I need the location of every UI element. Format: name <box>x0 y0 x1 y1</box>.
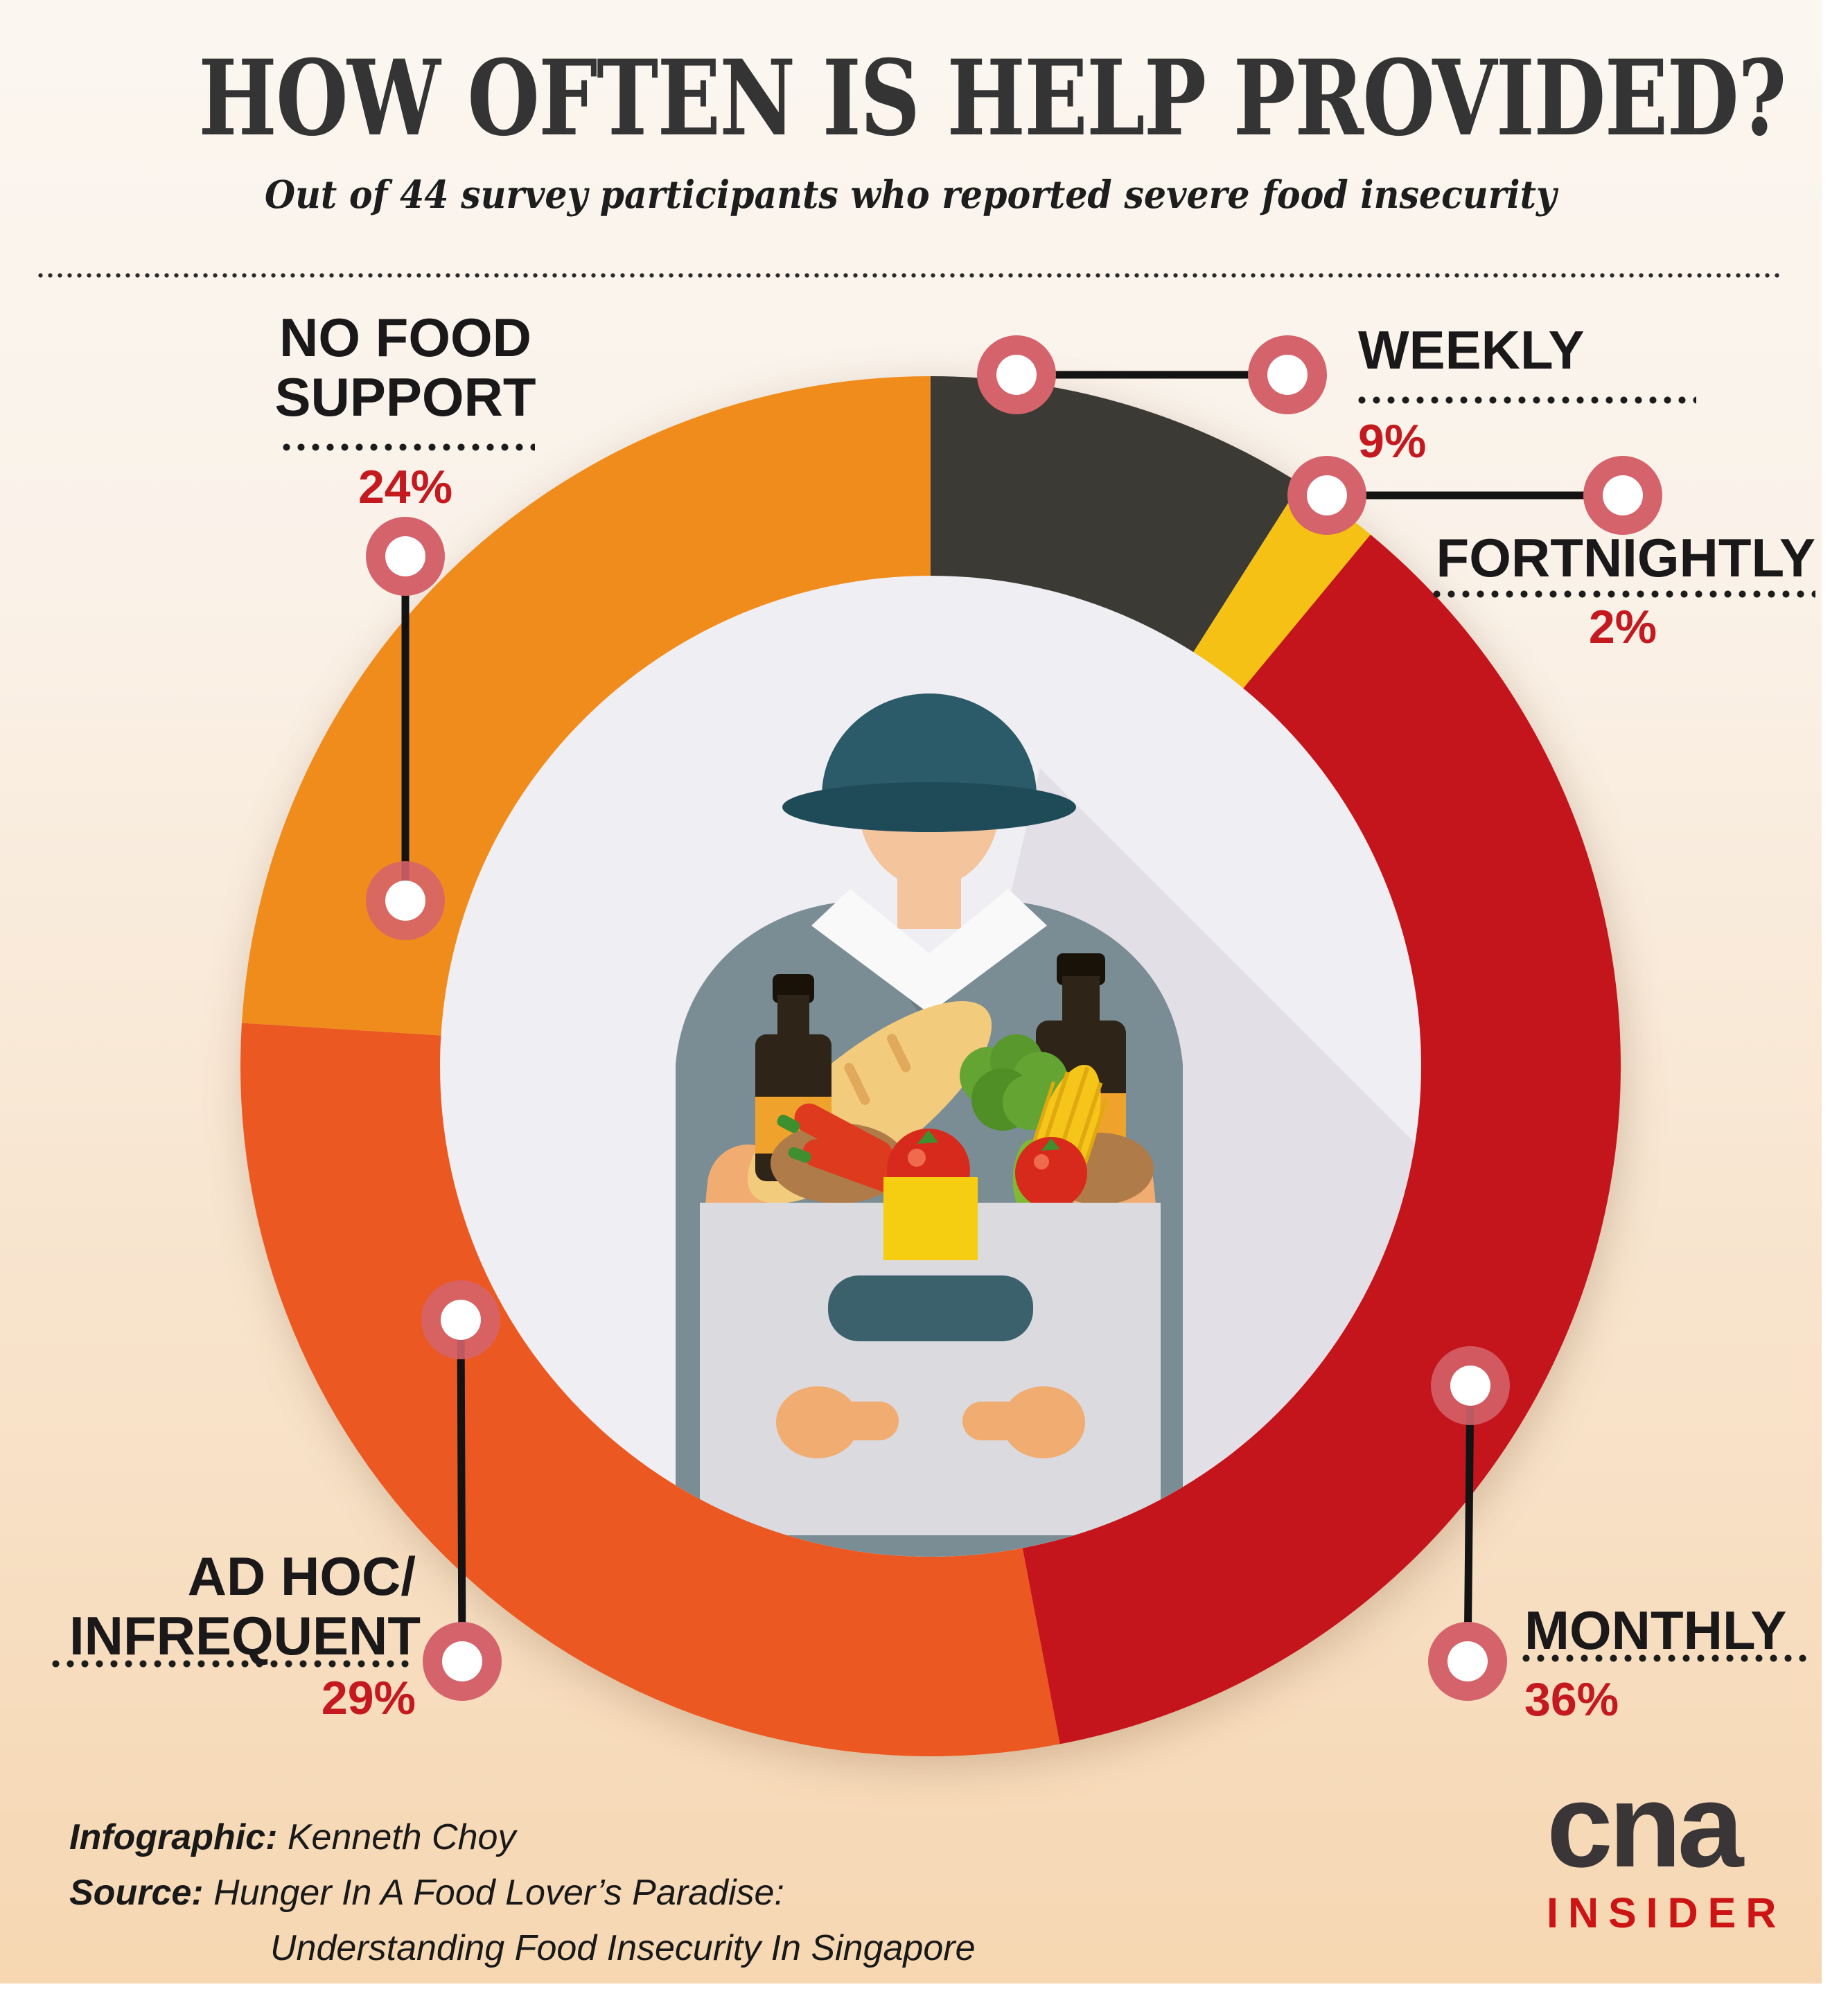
value-monthly: 36% <box>1524 1673 1619 1726</box>
page-subtitle: Out of 44 survey participants who report… <box>265 172 1557 217</box>
label-ad-hoc-line1: AD HOC/ <box>187 1546 416 1607</box>
box-tape <box>883 1177 978 1260</box>
donut-segment-weekly <box>931 376 1301 653</box>
dotted-separator <box>38 273 1784 278</box>
credit-infographic-name: Kenneth Choy <box>287 1817 516 1857</box>
value-fortnightly: 2% <box>1588 601 1657 653</box>
subtitle-wrap: Out of 44 survey participants who report… <box>0 172 1822 217</box>
label-weekly-dots <box>1358 396 1696 404</box>
credits: Infographic: Kenneth Choy Source: Hunger… <box>69 1810 976 1976</box>
label-fortnightly: FORTNIGHTLY <box>1436 527 1815 588</box>
credit-infographic: Infographic: Kenneth Choy <box>69 1810 976 1865</box>
credit-infographic-label: Infographic: <box>69 1817 278 1857</box>
label-no-food-support-line2: SUPPORT <box>274 366 536 427</box>
label-monthly-dots <box>1522 1654 1810 1662</box>
label-ad-hoc-line2: INFREQUENT <box>69 1605 421 1666</box>
label-fortnightly-dots <box>1433 590 1815 598</box>
credit-source-line2: Understanding Food Insecurity In Singapo… <box>270 1928 976 1968</box>
man-with-food-box-illustration <box>676 694 1421 1557</box>
label-weekly: WEEKLY <box>1358 319 1585 380</box>
credit-source-label: Source: <box>69 1873 204 1913</box>
credit-source-line1: Source: Hunger In A Food Lover’s Paradis… <box>69 1865 976 1920</box>
collar <box>811 889 1047 1014</box>
hands <box>776 1386 1085 1458</box>
page-title: HOW OFTEN IS HELP PROVIDED? <box>198 37 1786 159</box>
donut-segment-ad-hoc-infrequent <box>240 1023 1060 1756</box>
credit-source-text1: Hunger In A Food Lover’s Paradise: <box>213 1873 784 1913</box>
groceries <box>747 953 1154 1212</box>
value-weekly: 9% <box>1358 415 1427 468</box>
cna-logo-text: cna <box>1547 1759 1743 1892</box>
cap-brim <box>782 782 1076 832</box>
value-ad-hoc: 29% <box>321 1672 416 1724</box>
donut-segment-fortnightly <box>1193 484 1371 689</box>
cap-icon <box>822 694 1037 809</box>
value-no-food-support: 24% <box>358 461 453 513</box>
label-monthly: MONTHLY <box>1524 1600 1787 1661</box>
header: HOW OFTEN IS HELP PROVIDED? <box>0 43 1822 154</box>
label-no-food-support-line1: NO FOOD <box>279 307 531 368</box>
donut-center-circle <box>440 576 1421 1557</box>
label-no-food-support-dots <box>283 443 535 451</box>
label-ad-hoc-dots <box>52 1660 416 1668</box>
insider-logo-text: INSIDER <box>1547 1889 1786 1936</box>
cna-insider-logo: cna INSIDER <box>1547 1759 1824 1937</box>
box-handle <box>828 1275 1033 1341</box>
